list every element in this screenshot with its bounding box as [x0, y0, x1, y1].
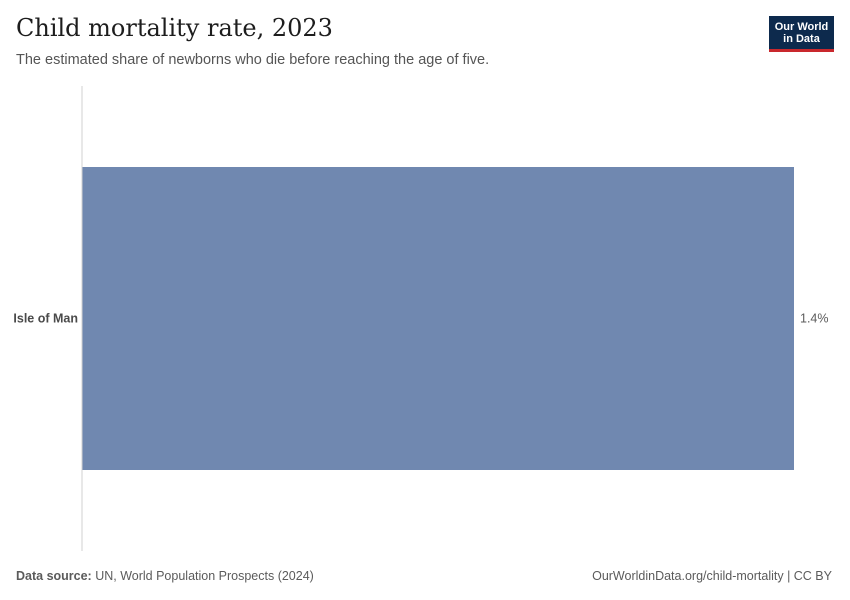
category-label: Isle of Man [13, 312, 78, 326]
chart-title: Child mortality rate, 2023 [16, 14, 333, 42]
footer-link[interactable]: OurWorldinData.org/child-mortality | CC … [592, 569, 832, 583]
bar [82, 167, 794, 470]
logo-line-2: in Data [783, 32, 820, 45]
owid-logo[interactable]: Our World in Data [769, 16, 834, 52]
data-source-label: Data source: [16, 569, 92, 583]
data-source-text: UN, World Population Prospects (2024) [91, 569, 314, 583]
value-label: 1.4% [800, 312, 829, 326]
logo-line-1: Our World [774, 20, 829, 33]
chart-subtitle: The estimated share of newborns who die … [16, 52, 490, 68]
data-source: Data source: UN, World Population Prospe… [16, 569, 314, 583]
